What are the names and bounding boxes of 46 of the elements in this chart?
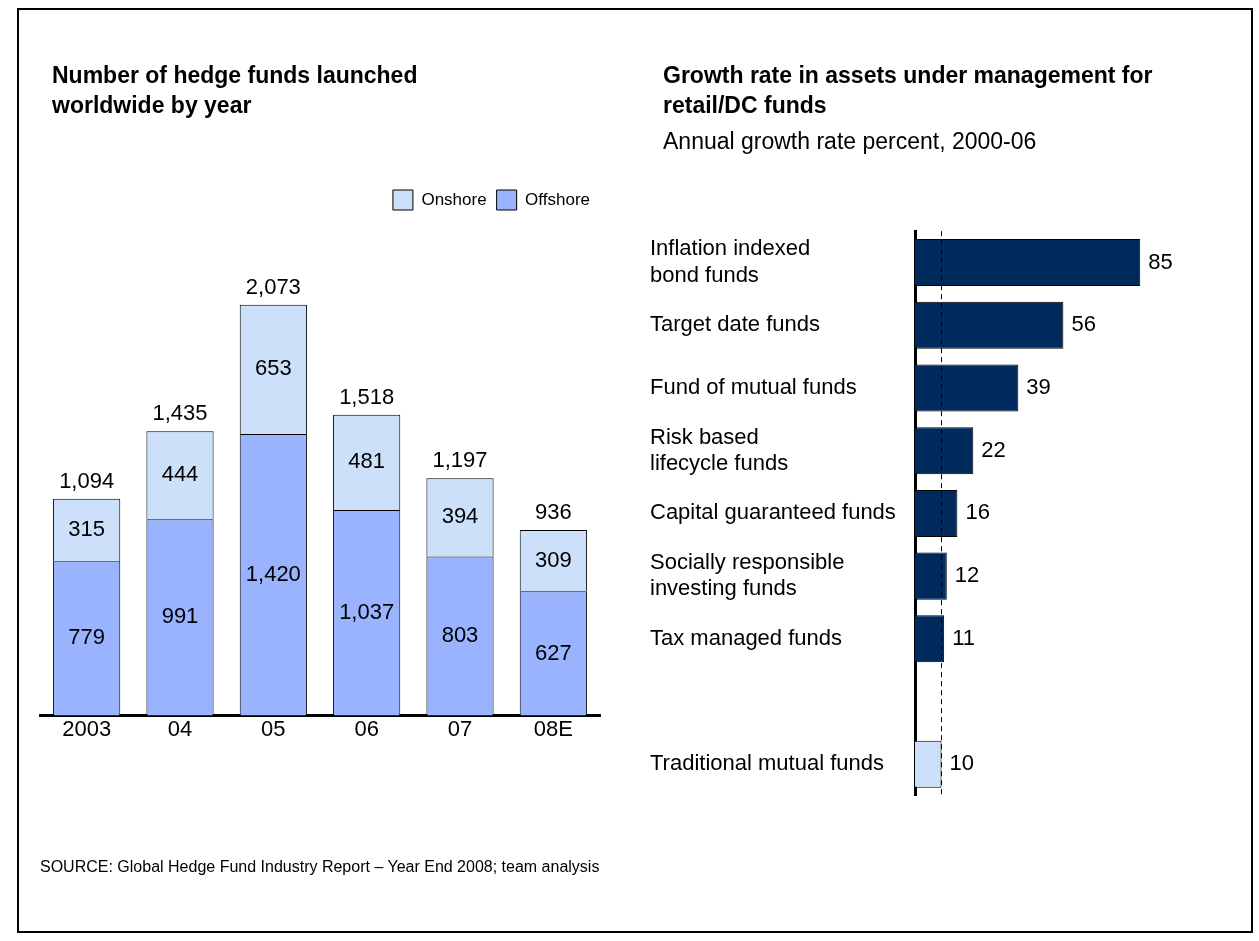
y-tick-label: Risk based lifecycle funds [650,423,789,475]
data-label: 627 [534,639,572,665]
data-label: 444 [161,461,199,487]
data-label: 56 [1071,311,1096,337]
data-label: 309 [534,546,572,572]
data-label: 11 [952,624,975,650]
y-tick-label: Inflation indexed bond funds [650,235,811,287]
data-label: 803 [441,622,479,648]
y-tick-label: Tax managed funds [650,624,843,650]
total-label: 1,435 [152,400,208,426]
data-label: 85 [1148,248,1173,274]
chart-title: Number of hedge funds launched worldwide by year [52,61,419,120]
total-label: 936 [534,499,572,525]
data-label: 653 [254,355,292,381]
y-tick-label: Fund of mutual funds [650,374,857,400]
data-label: 22 [981,436,1006,462]
y-tick-label: Traditional mutual funds [650,750,884,776]
x-tick-label: 07 [447,715,473,741]
data-label: 1,037 [339,598,395,624]
legend-label: Onshore [421,189,487,209]
x-tick-label: 04 [167,715,193,741]
legend-label: Offshore [525,189,590,209]
total-label: 1,094 [59,467,115,493]
x-tick-label: 05 [261,715,286,741]
x-tick-label: 2003 [62,715,112,741]
y-tick-label: Capital guaranteed funds [650,499,896,525]
data-label: 481 [348,448,386,474]
total-label: 1,197 [432,447,488,473]
source-note: SOURCE: Global Hedge Fund Industry Report – Year End 2008; team analysis [40,858,600,876]
data-label: 12 [954,562,980,588]
chart-subtitle: Annual growth rate percent, 2000-06 [663,128,1037,155]
x-tick-label: 06 [354,715,379,741]
chart-title: Growth rate in assets under management for retail/DC funds [663,61,1154,120]
y-tick-label: Socially responsible investing funds [650,548,845,601]
data-label: 39 [1026,374,1051,400]
data-label: 1,420 [245,560,301,586]
x-tick-label: 08E [533,715,573,741]
data-label: 16 [965,499,990,525]
data-label: 779 [68,624,106,650]
data-label: 394 [441,503,479,529]
total-label: 2,073 [245,273,301,299]
data-label: 10 [949,750,974,776]
y-tick-label: Target date funds [650,311,821,337]
total-label: 1,518 [339,383,395,409]
data-label: 315 [68,516,106,542]
data-label: 991 [161,603,199,629]
